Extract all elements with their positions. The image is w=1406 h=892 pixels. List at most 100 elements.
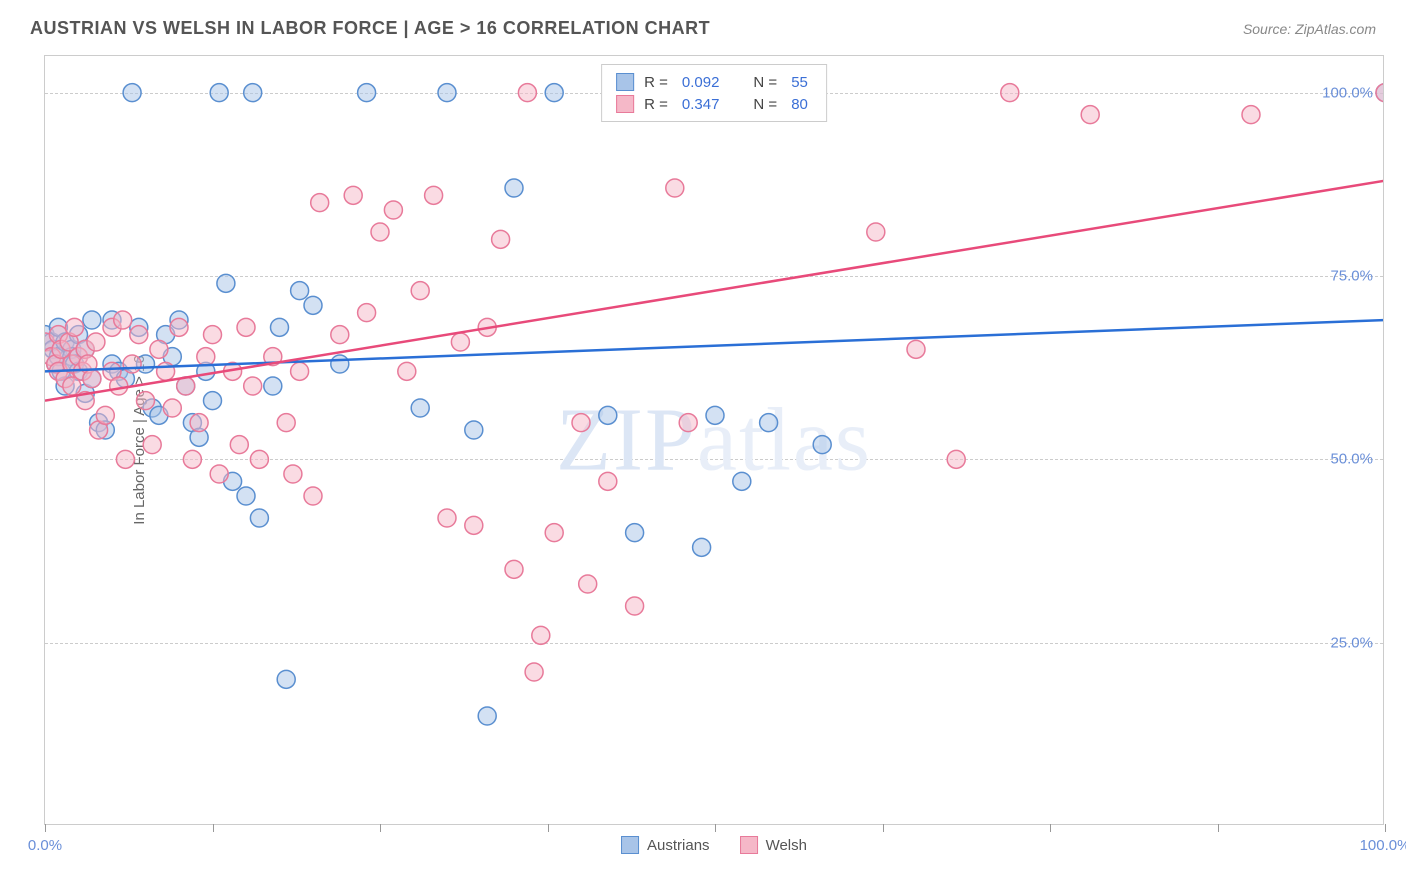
legend-row-austrians: R = 0.092 N = 55 bbox=[616, 71, 812, 93]
data-point bbox=[760, 414, 778, 432]
data-point bbox=[371, 223, 389, 241]
data-point bbox=[123, 355, 141, 373]
data-point bbox=[237, 487, 255, 505]
data-point bbox=[344, 186, 362, 204]
data-point bbox=[114, 311, 132, 329]
data-point bbox=[210, 84, 228, 102]
data-point bbox=[813, 436, 831, 454]
data-point bbox=[237, 318, 255, 336]
data-point bbox=[1001, 84, 1019, 102]
data-point bbox=[1242, 106, 1260, 124]
trend-line bbox=[45, 181, 1383, 401]
data-point bbox=[83, 370, 101, 388]
xtick-label: 100.0% bbox=[1360, 837, 1406, 854]
data-point bbox=[210, 465, 228, 483]
data-point bbox=[277, 414, 295, 432]
data-point bbox=[217, 274, 235, 292]
data-point bbox=[304, 487, 322, 505]
legend-r-label: R = bbox=[644, 74, 668, 91]
legend-swatch-icon bbox=[621, 836, 639, 854]
data-point bbox=[478, 707, 496, 725]
xtick-label: 0.0% bbox=[28, 837, 62, 854]
data-point bbox=[505, 179, 523, 197]
xtick bbox=[715, 824, 716, 832]
data-point bbox=[411, 399, 429, 417]
legend-n-label: N = bbox=[753, 96, 777, 113]
data-point bbox=[123, 84, 141, 102]
data-point bbox=[425, 186, 443, 204]
data-point bbox=[545, 524, 563, 542]
data-point bbox=[867, 223, 885, 241]
data-point bbox=[304, 296, 322, 314]
data-point bbox=[116, 450, 134, 468]
data-point bbox=[525, 663, 543, 681]
chart-area: In Labor Force | Age > 16 ZIPatlas R = 0… bbox=[44, 55, 1384, 825]
data-point bbox=[183, 450, 201, 468]
data-point bbox=[83, 311, 101, 329]
data-point bbox=[65, 318, 83, 336]
data-point bbox=[505, 560, 523, 578]
xtick bbox=[380, 824, 381, 832]
data-point bbox=[271, 318, 289, 336]
data-point bbox=[291, 362, 309, 380]
legend-item-welsh: Welsh bbox=[740, 836, 807, 854]
xtick bbox=[883, 824, 884, 832]
legend-label-welsh: Welsh bbox=[766, 837, 807, 854]
data-point bbox=[907, 340, 925, 358]
data-point bbox=[706, 406, 724, 424]
legend-r-label: R = bbox=[644, 96, 668, 113]
data-point bbox=[438, 84, 456, 102]
xtick bbox=[548, 824, 549, 832]
data-point bbox=[244, 84, 262, 102]
data-point bbox=[572, 414, 590, 432]
legend-swatch-welsh bbox=[616, 95, 634, 113]
data-point bbox=[163, 399, 181, 417]
legend-n-value-austrians: 55 bbox=[791, 74, 808, 91]
data-point bbox=[157, 362, 175, 380]
data-point bbox=[244, 377, 262, 395]
data-point bbox=[331, 326, 349, 344]
data-point bbox=[579, 575, 597, 593]
data-point bbox=[451, 333, 469, 351]
data-point bbox=[358, 304, 376, 322]
scatter-plot-svg bbox=[45, 56, 1383, 824]
data-point bbox=[384, 201, 402, 219]
data-point bbox=[733, 472, 751, 490]
data-point bbox=[599, 472, 617, 490]
data-point bbox=[311, 194, 329, 212]
data-point bbox=[143, 436, 161, 454]
xtick bbox=[1050, 824, 1051, 832]
data-point bbox=[599, 406, 617, 424]
xtick bbox=[1218, 824, 1219, 832]
data-point bbox=[492, 230, 510, 248]
data-point bbox=[693, 538, 711, 556]
data-point bbox=[465, 516, 483, 534]
data-point bbox=[204, 326, 222, 344]
data-point bbox=[96, 406, 114, 424]
legend-label-austrians: Austrians bbox=[647, 837, 710, 854]
data-point bbox=[679, 414, 697, 432]
data-point bbox=[197, 348, 215, 366]
data-point bbox=[532, 626, 550, 644]
data-point bbox=[331, 355, 349, 373]
data-point bbox=[130, 326, 148, 344]
data-point bbox=[626, 524, 644, 542]
data-point bbox=[190, 414, 208, 432]
data-point bbox=[150, 340, 168, 358]
xtick bbox=[1385, 824, 1386, 832]
legend-n-label: N = bbox=[753, 74, 777, 91]
data-point bbox=[666, 179, 684, 197]
legend-r-value-welsh: 0.347 bbox=[682, 96, 720, 113]
data-point bbox=[518, 84, 536, 102]
data-point bbox=[170, 318, 188, 336]
legend-n-value-welsh: 80 bbox=[791, 96, 808, 113]
data-point bbox=[137, 392, 155, 410]
data-point bbox=[291, 282, 309, 300]
data-point bbox=[1376, 84, 1383, 102]
data-point bbox=[626, 597, 644, 615]
data-point bbox=[250, 509, 268, 527]
source-attribution: Source: ZipAtlas.com bbox=[1243, 21, 1376, 37]
data-point bbox=[277, 670, 295, 688]
correlation-legend: R = 0.092 N = 55 R = 0.347 N = 80 bbox=[601, 64, 827, 122]
data-point bbox=[398, 362, 416, 380]
